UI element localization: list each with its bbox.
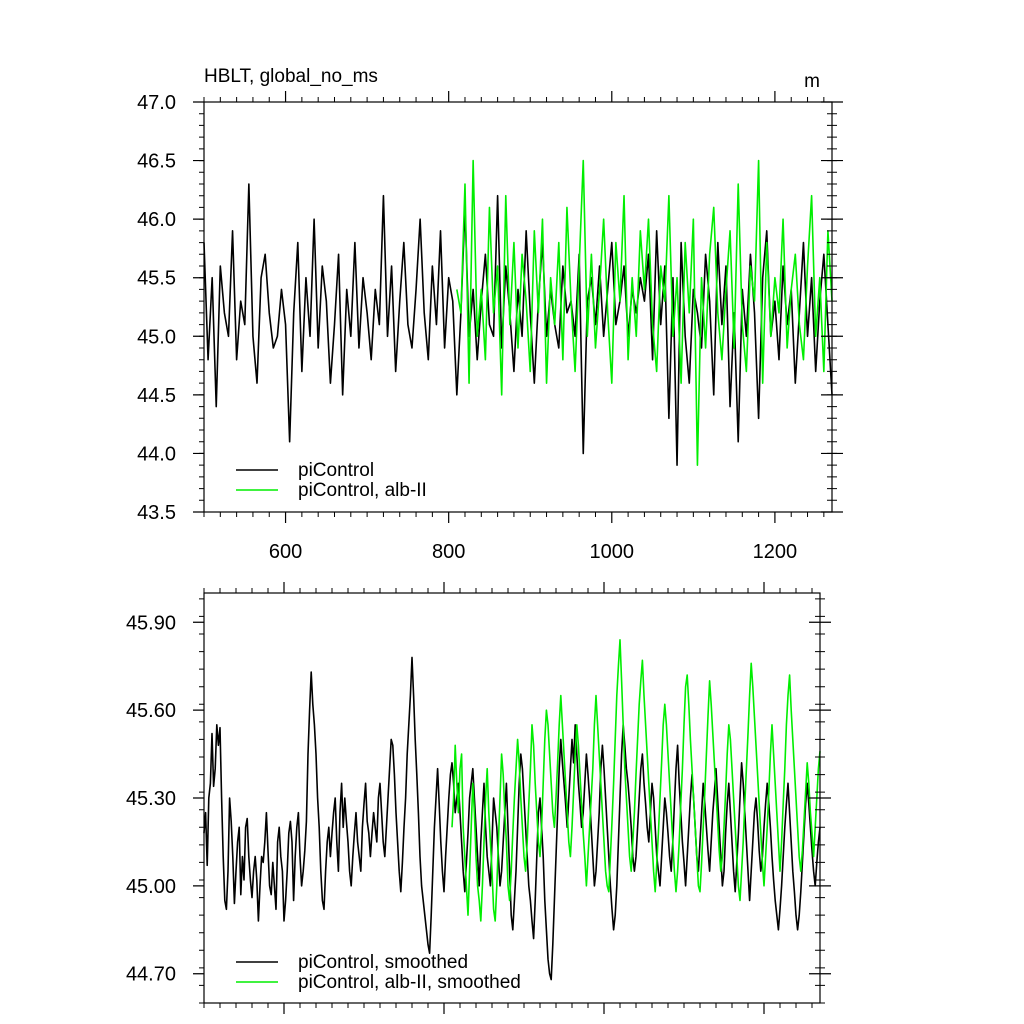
- y-tick-label: 46.5: [137, 151, 176, 173]
- series-line-0: [203, 183, 833, 466]
- chart-title: HBLT, global_no_ms: [204, 66, 378, 87]
- chart-panel-top: HBLT, global_no_ms m 600 800 1000 1200 43.5 4…: [137, 66, 843, 563]
- chart-units-label: m: [804, 71, 820, 92]
- legend-label: piControl: [298, 460, 374, 481]
- series-line-1: [456, 159, 833, 466]
- chart-panel-bottom: 44.70 45.00 45.30 45.60 45.90 piControl, smo…: [126, 582, 831, 1014]
- y-tick-label: 44.5: [137, 385, 176, 407]
- y-tick-label: 47.0: [137, 92, 176, 114]
- y-tick-label: 44.0: [137, 443, 176, 465]
- legend-label: piControl, alb-II: [298, 480, 427, 501]
- y-tick-label: 45.0: [137, 326, 176, 348]
- legend-label: piControl, alb-II, smoothed: [298, 972, 521, 993]
- y-tick-label: 46.0: [137, 209, 176, 231]
- series-line-0: [203, 656, 821, 981]
- y-tick-label: 45.00: [126, 876, 176, 898]
- y-tick-label: 45.5: [137, 268, 176, 290]
- x-tick-label: 800: [432, 541, 465, 563]
- y-tick-label: 45.30: [126, 788, 176, 810]
- plot-frame: [203, 101, 833, 513]
- x-tick-label: 1200: [753, 541, 798, 563]
- y-tick-label: 45.90: [126, 612, 176, 634]
- legend-label: piControl, smoothed: [298, 952, 468, 973]
- y-tick-label: 45.60: [126, 700, 176, 722]
- series-line-1: [451, 639, 821, 922]
- y-tick-label: 43.5: [137, 502, 176, 524]
- x-tick-label: 600: [269, 541, 302, 563]
- y-tick-label: 44.70: [126, 964, 176, 986]
- x-tick-label: 1000: [590, 541, 635, 563]
